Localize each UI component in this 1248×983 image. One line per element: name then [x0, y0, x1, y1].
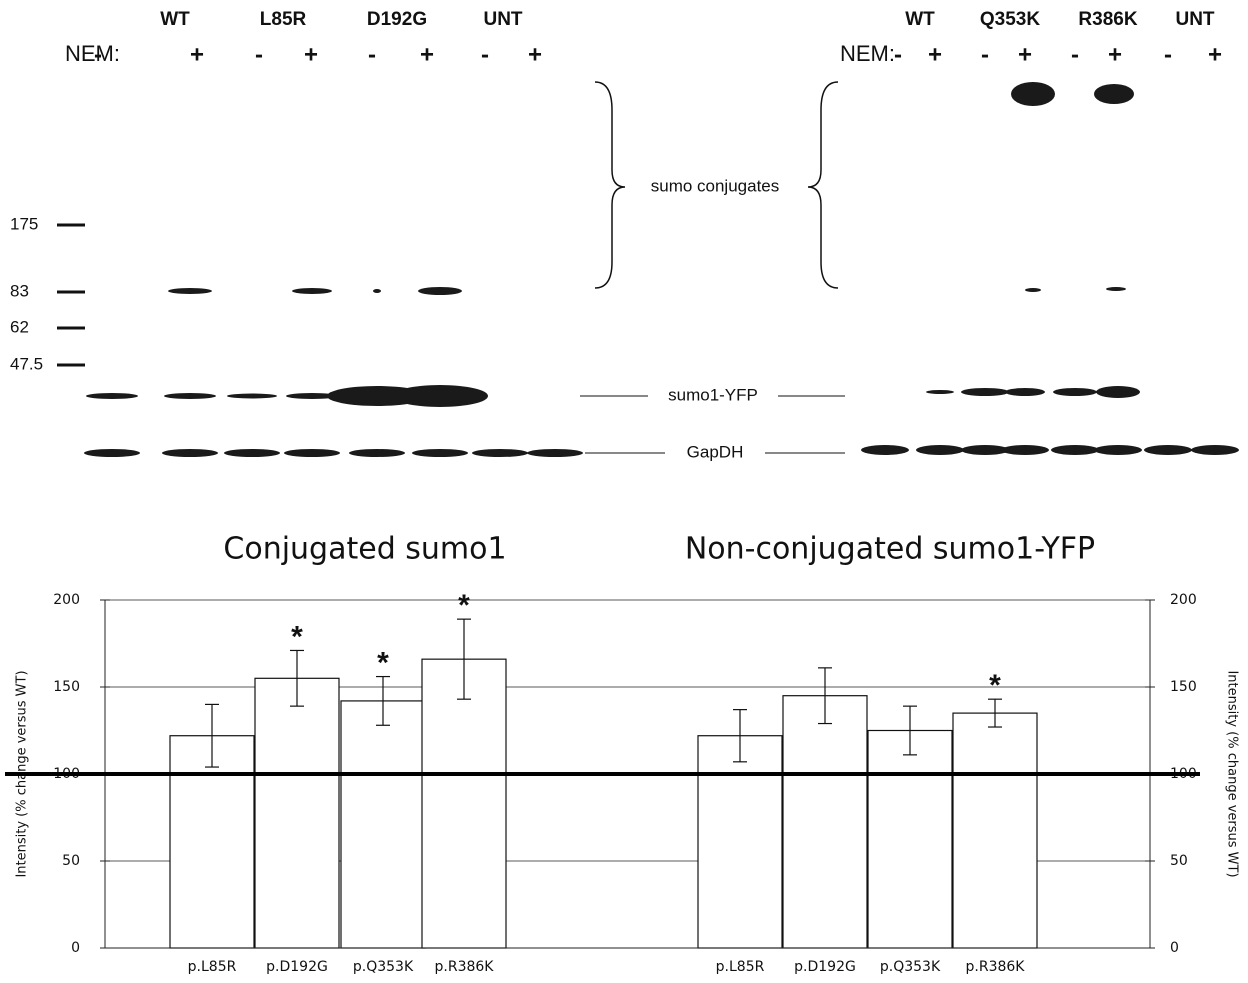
- band: [392, 385, 488, 407]
- lane-group-label: D192G: [367, 9, 427, 30]
- band: [1053, 388, 1097, 396]
- lane-group-label: R386K: [1078, 9, 1137, 30]
- y-tick-label: 150: [53, 679, 80, 695]
- band: [1094, 445, 1142, 455]
- bar: [868, 731, 952, 949]
- nem-sign: +: [190, 41, 204, 68]
- nem-sign: -: [894, 41, 902, 68]
- y-tick-label: 0: [71, 940, 80, 956]
- band: [284, 449, 340, 457]
- nem-sign: +: [528, 41, 542, 68]
- marker-label: 47.5: [10, 354, 43, 373]
- lane-group-label: Q353K: [980, 9, 1040, 30]
- y-tick-label: 50: [1170, 853, 1188, 869]
- band: [227, 394, 277, 399]
- x-tick-label: p.D192G: [266, 959, 328, 975]
- nem-label: NEM:: [65, 41, 120, 66]
- brace: [595, 82, 625, 288]
- x-tick-label: p.R386K: [966, 959, 1026, 975]
- y-tick-label: 50: [62, 853, 80, 869]
- nem-sign: -: [1071, 41, 1079, 68]
- significance: *: [377, 646, 389, 679]
- nem-sign: +: [928, 41, 942, 68]
- blot: sumo conjugates sumo1-YFP GapDH: [580, 82, 845, 461]
- y-tick-label: 200: [53, 592, 80, 608]
- band: [86, 393, 138, 399]
- lane-group-label: L85R: [260, 9, 307, 30]
- bar: [783, 696, 867, 948]
- nem-sign: +: [1108, 41, 1122, 68]
- x-tick-label: p.R386K: [435, 959, 495, 975]
- x-tick-label: p.Q353K: [353, 959, 414, 975]
- band: [1011, 82, 1055, 106]
- bar: [422, 659, 506, 948]
- nem-sign: -: [255, 41, 263, 68]
- nem-label: NEM:: [840, 41, 895, 66]
- marker-label: 62: [10, 317, 29, 336]
- x-tick-label: p.L85R: [188, 959, 237, 975]
- gapdh-label: GapDH: [687, 442, 744, 461]
- brace: [808, 82, 838, 288]
- chart-title: Non-conjugated sumo1-YFP: [685, 532, 1095, 567]
- band: [1106, 287, 1126, 291]
- band: [961, 388, 1009, 396]
- band: [349, 449, 405, 457]
- band: [916, 445, 964, 455]
- y-tick-label: 150: [1170, 679, 1197, 695]
- lane-group-label: UNT: [483, 9, 522, 30]
- nem-sign: -: [94, 41, 102, 68]
- sumo-label: sumo1-YFP: [668, 385, 758, 404]
- band: [224, 449, 280, 457]
- band: [472, 449, 528, 457]
- band: [1094, 84, 1134, 104]
- band: [1144, 445, 1192, 455]
- band: [168, 288, 212, 294]
- nem-sign: -: [1164, 41, 1172, 68]
- band: [861, 445, 909, 455]
- conjugates-label: sumo conjugates: [651, 176, 780, 195]
- band: [926, 390, 954, 394]
- significance: *: [458, 589, 470, 622]
- band: [84, 449, 140, 457]
- band: [412, 449, 468, 457]
- significance: *: [291, 620, 303, 653]
- chart-title: Conjugated sumo1: [223, 532, 506, 567]
- band: [1025, 288, 1041, 292]
- nem-sign: +: [420, 41, 434, 68]
- lane-group-label: WT: [160, 9, 190, 30]
- band: [1051, 445, 1099, 455]
- marker-label: 83: [10, 281, 29, 300]
- nem-sign: -: [981, 41, 989, 68]
- y-tick-label: 0: [1170, 940, 1179, 956]
- nem-sign: -: [368, 41, 376, 68]
- x-tick-label: p.L85R: [716, 959, 765, 975]
- marker-label: 175: [10, 214, 38, 233]
- band: [418, 287, 462, 295]
- lane-group-label: WT: [905, 9, 935, 30]
- band: [164, 393, 216, 399]
- bar: [953, 713, 1037, 948]
- x-tick-label: p.D192G: [794, 959, 856, 975]
- nem-sign: +: [1018, 41, 1032, 68]
- y-axis-label: Intensity (% change versus WT): [1225, 670, 1240, 877]
- lane-group-label: UNT: [1175, 9, 1214, 30]
- band: [1191, 445, 1239, 455]
- bar: [341, 701, 425, 948]
- band: [292, 288, 332, 294]
- band: [1005, 388, 1045, 396]
- figure: sumo conjugates sumo1-YFP GapDH WT L85R D1…: [0, 0, 1248, 978]
- nem-sign: +: [304, 41, 318, 68]
- band: [162, 449, 218, 457]
- band: [527, 449, 583, 457]
- band: [1001, 445, 1049, 455]
- significance: *: [989, 669, 1001, 702]
- nem-sign: -: [481, 41, 489, 68]
- nem-sign: +: [1208, 41, 1222, 68]
- bar: [255, 678, 339, 948]
- bar: [698, 736, 782, 948]
- band: [1096, 386, 1140, 398]
- y-tick-label: 200: [1170, 592, 1197, 608]
- band: [373, 289, 381, 293]
- x-tick-label: p.Q353K: [880, 959, 941, 975]
